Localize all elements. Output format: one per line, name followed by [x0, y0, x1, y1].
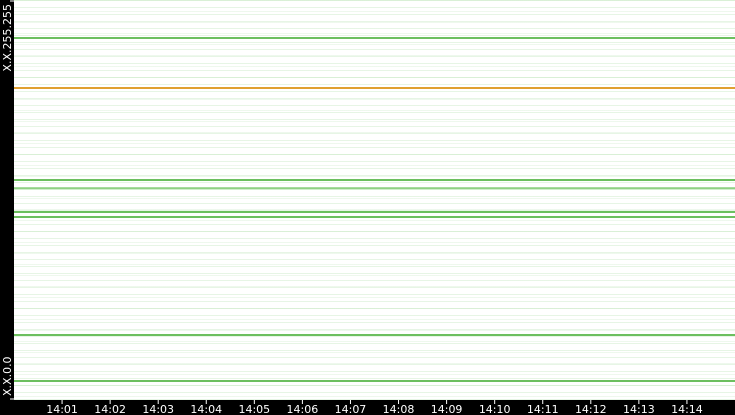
x-tick-label: 14:12 [575, 403, 607, 415]
x-tick-label: 14:01 [46, 403, 78, 415]
x-tick-label: 14:06 [287, 403, 319, 415]
x-tick-label: 14:04 [190, 403, 222, 415]
x-tick-label: 14:14 [671, 403, 703, 415]
x-tick-label: 14:11 [527, 403, 559, 415]
y-axis-bar [0, 0, 14, 415]
x-tick-label: 14:02 [94, 403, 126, 415]
y-tick-label: X.X.255.255 [1, 4, 14, 72]
x-tick-label: 14:05 [238, 403, 270, 415]
traffic-texture [14, 0, 735, 400]
y-tick-label: X.X.0.0 [1, 356, 14, 396]
x-tick-label: 14:09 [431, 403, 463, 415]
x-axis-bar [0, 400, 735, 415]
x-tick-label: 14:07 [335, 403, 367, 415]
x-tick-label: 14:10 [479, 403, 511, 415]
x-tick-label: 14:03 [142, 403, 174, 415]
x-tick-label: 14:13 [623, 403, 655, 415]
x-tick-label: 14:08 [383, 403, 415, 415]
